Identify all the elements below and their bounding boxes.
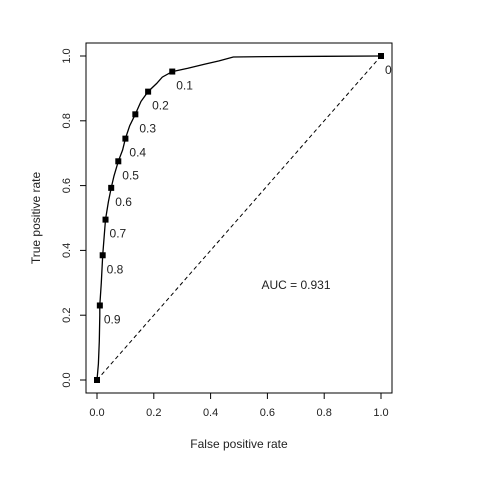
threshold-point — [169, 68, 176, 75]
threshold-point — [378, 53, 384, 59]
y-tick-label: 0.8 — [61, 113, 73, 128]
threshold-label: 0.3 — [139, 121, 156, 135]
x-axis: 0.0 0.2 0.4 0.6 0.8 1.0 — [89, 392, 389, 419]
x-axis-title: False positive rate — [190, 437, 288, 451]
threshold-point — [96, 302, 103, 309]
threshold-label: 0.9 — [104, 312, 121, 326]
y-tick-label: 1.0 — [61, 48, 73, 63]
threshold-label: 0.8 — [107, 262, 124, 276]
y-tick-label: 0.2 — [61, 308, 73, 323]
threshold-point — [122, 135, 129, 142]
y-axis-title: True positive rate — [29, 172, 43, 265]
x-tick-label: 1.0 — [373, 407, 388, 419]
threshold-point — [115, 158, 122, 165]
threshold-point — [108, 184, 115, 191]
threshold-point — [99, 252, 106, 259]
threshold-point — [145, 88, 152, 95]
threshold-labels: 0 0.1 0.2 0.3 0.4 0.5 0.6 0.7 0.8 0.9 — [104, 63, 392, 326]
threshold-point — [102, 216, 109, 223]
threshold-label: 0.7 — [110, 227, 127, 241]
threshold-label: 0.1 — [176, 79, 193, 93]
diagonal-reference-line — [96, 55, 382, 381]
y-tick-label: 0.4 — [61, 243, 73, 258]
x-tick-label: 0.2 — [146, 407, 161, 419]
threshold-label: 0 — [385, 63, 392, 77]
threshold-label: 0.6 — [115, 195, 132, 209]
y-tick-label: 0.0 — [61, 372, 73, 387]
threshold-label: 0.4 — [129, 146, 146, 160]
auc-annotation: AUC = 0.931 — [261, 278, 330, 292]
x-tick-label: 0.6 — [260, 407, 275, 419]
x-tick-label: 0.0 — [89, 407, 104, 419]
threshold-label: 0.5 — [122, 168, 139, 182]
y-tick-label: 0.6 — [61, 178, 73, 193]
x-tick-label: 0.4 — [203, 407, 218, 419]
y-axis: 0.0 0.2 0.4 0.6 0.8 1.0 — [61, 48, 87, 388]
threshold-points — [94, 53, 384, 383]
x-tick-label: 0.8 — [317, 407, 332, 419]
threshold-label: 0.2 — [152, 99, 169, 113]
threshold-point — [94, 377, 100, 383]
threshold-point — [132, 111, 139, 118]
